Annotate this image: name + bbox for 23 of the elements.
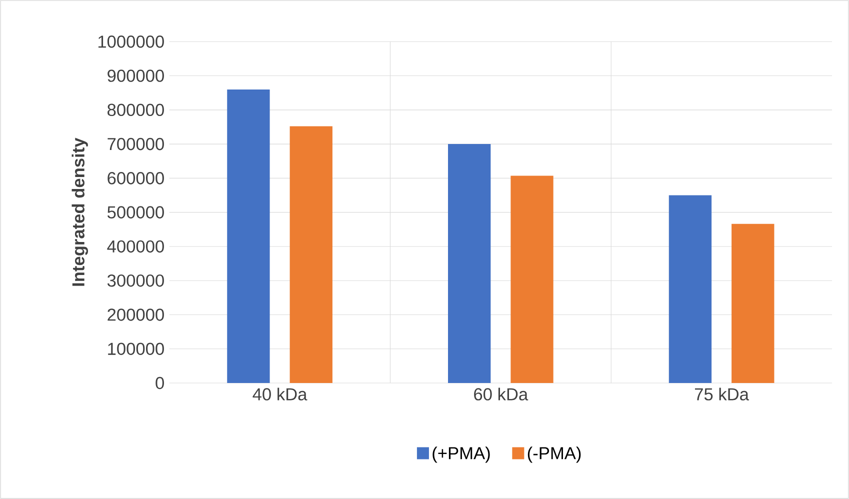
y-tick-label: 700000 xyxy=(108,138,164,150)
y-tick-label: 1000000 xyxy=(98,36,164,48)
y-tick-label: 100000 xyxy=(108,342,164,355)
y-tick-label: 200000 xyxy=(108,308,164,321)
y-tick-label: 0 xyxy=(156,376,164,390)
bar xyxy=(510,176,554,383)
y-tick-label: 400000 xyxy=(107,240,164,253)
x-tick-label: 60 kDa xyxy=(474,388,528,400)
legend-label: (+PMA) xyxy=(432,446,490,463)
bar xyxy=(448,144,491,383)
y-tick-label: 600000 xyxy=(108,172,164,184)
y-tick-label: 300000 xyxy=(107,274,164,287)
x-tick-label: 75 kDa xyxy=(694,388,749,400)
legend-label: (-PMA) xyxy=(528,446,581,463)
bar xyxy=(668,195,712,383)
bar xyxy=(732,224,774,383)
bar xyxy=(227,89,270,383)
y-tick-label: 900000 xyxy=(108,70,164,82)
y-tick-label: 800000 xyxy=(108,104,164,116)
x-tick-label: 40 kDa xyxy=(252,388,308,400)
y-tick-label: 500000 xyxy=(107,206,164,218)
y-axis-title: Integrated density xyxy=(72,138,88,286)
bar xyxy=(290,126,332,383)
